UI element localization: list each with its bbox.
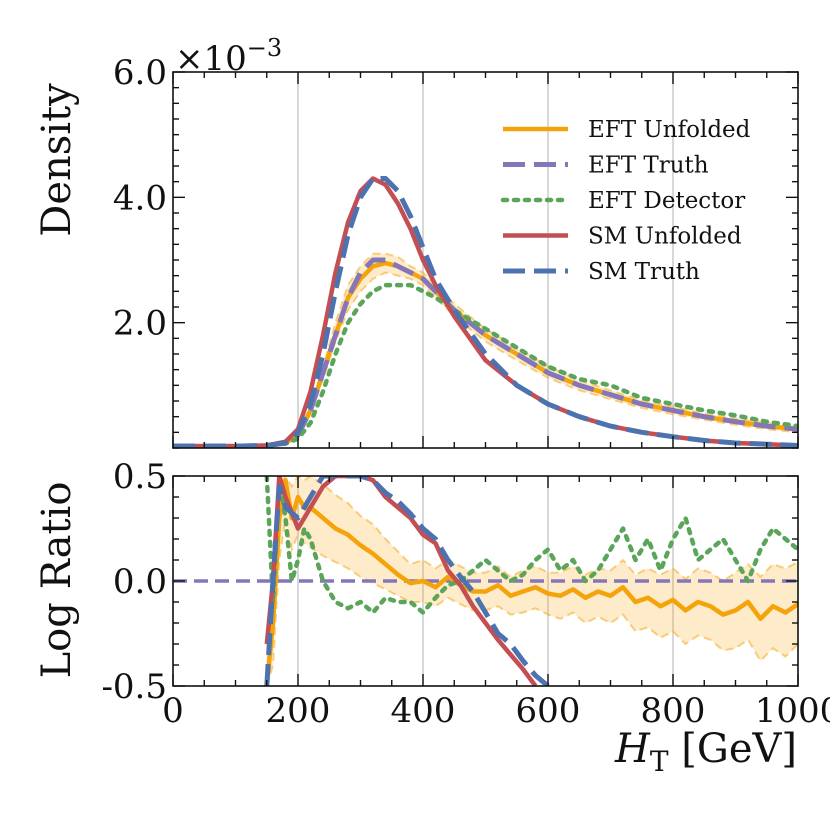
legend-item-eft-truth: EFT Truth bbox=[503, 153, 709, 179]
legend-label-eft-unfolded: EFT Unfolded bbox=[588, 117, 751, 143]
sm-truth-line bbox=[173, 176, 798, 448]
ratio-xtick-labels: 0 200 400 600 800 1000 bbox=[162, 691, 830, 731]
eft-unfolded-ratio-line bbox=[264, 477, 798, 686]
density-series-lines bbox=[173, 176, 798, 448]
log-ratio-panel: -0.5 0.0 0.5 0 200 400 600 800 1000 Log Ratio H… bbox=[34, 457, 830, 778]
legend-item-sm-truth: SM Truth bbox=[503, 259, 700, 285]
density-ytick-label: 2.0 bbox=[113, 304, 167, 344]
xtick-label: 0 bbox=[162, 691, 184, 731]
ratio-series-lines bbox=[173, 476, 798, 686]
ratio-ylabel: Log Ratio bbox=[34, 482, 80, 679]
eft-detector-line bbox=[173, 282, 798, 448]
sm-truth-ratio-line bbox=[264, 476, 550, 686]
ratio-ytick-labels: -0.5 0.0 0.5 bbox=[101, 457, 167, 707]
legend-label-sm-unfolded: SM Unfolded bbox=[588, 224, 742, 250]
xtick-label: 800 bbox=[641, 691, 706, 731]
xtick-label: 400 bbox=[391, 691, 456, 731]
density-gridlines bbox=[297, 72, 674, 448]
legend-item-sm-unfolded: SM Unfolded bbox=[503, 224, 742, 250]
xtick-label: 600 bbox=[516, 691, 581, 731]
eft-truth-line bbox=[173, 257, 798, 448]
legend-item-eft-detector: EFT Detector bbox=[500, 188, 745, 214]
density-ylabel: Density bbox=[34, 83, 80, 237]
xtick-label: 200 bbox=[266, 691, 331, 731]
density-panel: 2.04.06.0 ×10−3 Density EFT UnfoldedEFT … bbox=[34, 34, 799, 449]
legend-item-eft-unfolded: EFT Unfolded bbox=[503, 117, 751, 143]
x-axis-label: HT [GeV] bbox=[614, 726, 797, 778]
ratio-ytick-label: -0.5 bbox=[101, 667, 167, 707]
legend-label-eft-detector: EFT Detector bbox=[588, 188, 745, 214]
density-ytick-label: 4.0 bbox=[113, 178, 167, 218]
xtick-label: 1000 bbox=[755, 691, 830, 731]
sm-unfolded-line bbox=[173, 176, 798, 448]
density-ticks bbox=[172, 71, 799, 449]
sm-unfolded-ratio-line bbox=[264, 476, 538, 686]
legend-label-sm-truth: SM Truth bbox=[588, 259, 700, 285]
legend: EFT Unfolded EFT Truth EFT Detector SM Unfo… bbox=[500, 117, 751, 285]
ratio-ticks bbox=[172, 475, 799, 687]
eft-unfolded-ratio-band-lower bbox=[265, 517, 798, 686]
density-ytick-label: 6.0 bbox=[113, 53, 167, 93]
ratio-ytick-label: 0.0 bbox=[113, 562, 167, 602]
ratio-ytick-label: 0.5 bbox=[113, 457, 167, 497]
legend-label-eft-truth: EFT Truth bbox=[588, 153, 709, 179]
density-ytick-labels: 2.0 4.0 6.0 bbox=[113, 53, 167, 344]
eft-detector-ratio-line bbox=[264, 476, 798, 615]
density-scale-factor: ×10−3 bbox=[175, 34, 282, 79]
